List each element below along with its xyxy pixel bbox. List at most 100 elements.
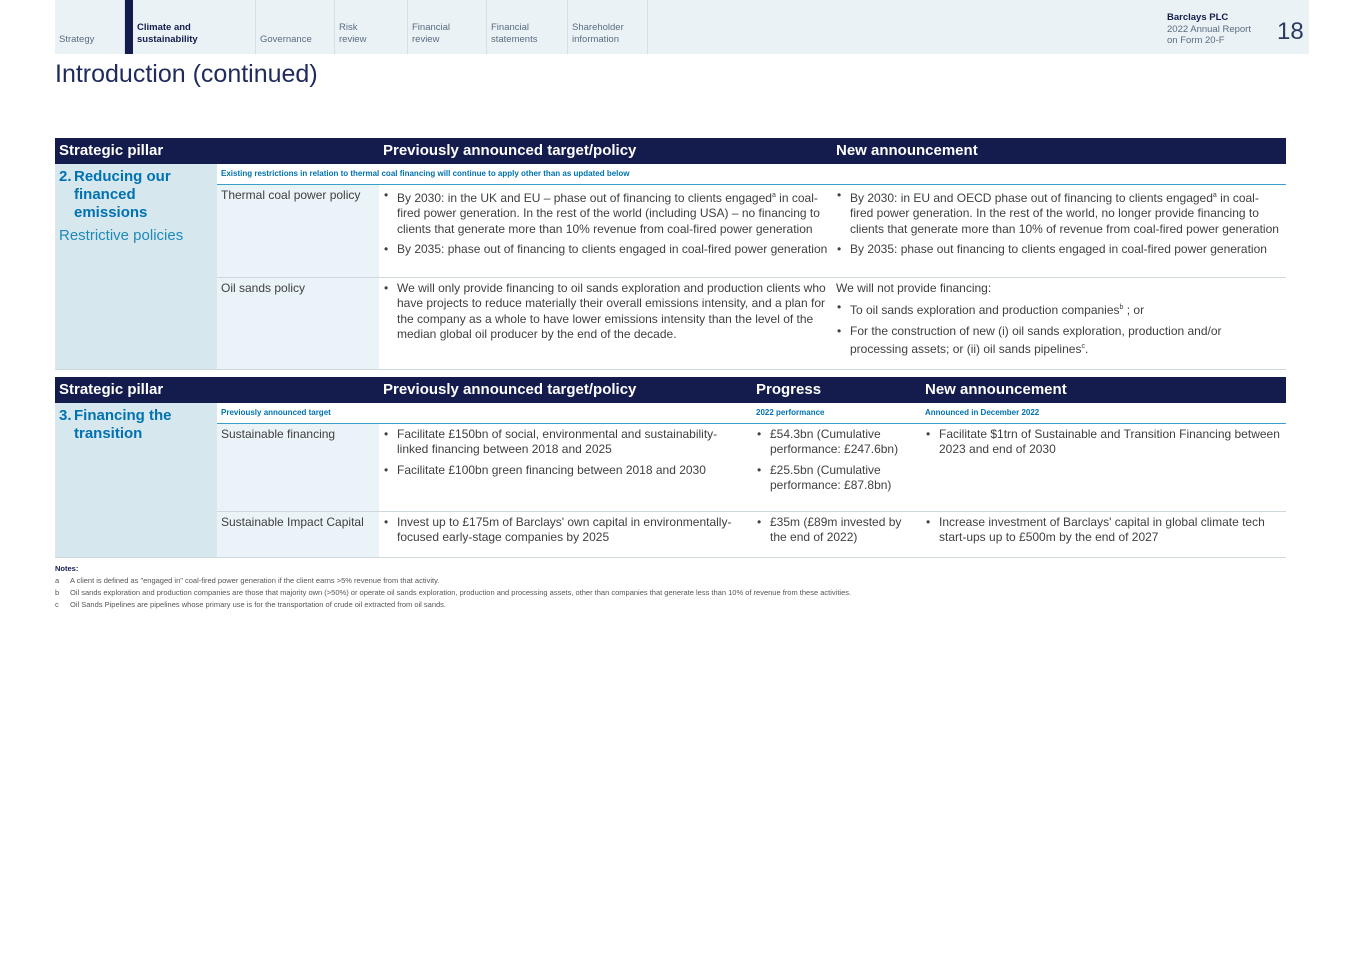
note-item: c Oil Sands Pipelines are pipelines whose… — [55, 599, 851, 611]
table-row: Sustainable Impact Capital Invest up to … — [55, 511, 1286, 558]
topic-cell: Sustainable Impact Capital — [217, 511, 379, 558]
header-new: New announcement — [921, 377, 1286, 403]
list-item: £25.5bn (Cumulative performance: £87.8bn… — [756, 463, 917, 494]
new-cell: Facilitate $1trn of Sustainable and Tran… — [921, 423, 1286, 512]
note-item: a A client is defined as "engaged in" coa… — [55, 575, 851, 587]
table-header: Strategic pillar Previously announced ta… — [55, 377, 1286, 403]
table-subheader: Previously announced target — [217, 403, 752, 424]
text: ; or — [1123, 303, 1145, 317]
section-nav: Strategy Climate and sustainability Gove… — [55, 0, 1309, 54]
list-item: Facilitate £100bn green financing betwee… — [383, 463, 748, 479]
table-row: Sustainable financing Facilitate £150bn … — [55, 423, 1286, 512]
report-form: on Form 20-F — [1167, 35, 1225, 46]
text: in coal-fired power generation. In the r… — [397, 190, 820, 236]
list-item: For the construction of new (i) oil sand… — [836, 324, 1282, 358]
notes-title: Notes: — [55, 564, 79, 573]
table-row: Oil sands policy We will only provide fi… — [55, 277, 1286, 370]
company-name: Barclays PLC — [1167, 12, 1229, 23]
page-number: 18 — [1277, 18, 1304, 45]
header-previous: Previously announced target/policy — [379, 138, 832, 164]
note-text: Oil Sands Pipelines are pipelines whose … — [70, 600, 447, 609]
text: By 2030: in EU and OECD phase out of fin… — [850, 190, 1213, 205]
tab-label: Financial statements — [491, 22, 538, 45]
restrictive-policies-table: Strategic pillar Previously announced ta… — [55, 138, 1286, 370]
tab-risk-review[interactable]: Risk review — [335, 0, 408, 54]
note-item: b Oil sands exploration and production co… — [55, 587, 851, 599]
table-row: Thermal coal power policy By 2030: in th… — [55, 184, 1286, 278]
pillar-cell: 3. Financing the transition — [55, 403, 217, 558]
text: . — [1084, 342, 1089, 356]
previous-cell: By 2030: in the UK and EU – phase out of… — [379, 184, 832, 278]
list-item: Invest up to £175m of Barclays' own capi… — [383, 515, 748, 546]
text: in coal-fired power generation. In the r… — [850, 190, 1279, 236]
report-name: 2022 Annual Report — [1167, 23, 1251, 35]
tab-financial-review[interactable]: Financial review — [408, 0, 487, 54]
tab-shareholder-information[interactable]: Shareholder information — [568, 0, 648, 54]
pillar-title-1: Financing the — [74, 407, 172, 424]
page-title: Introduction (continued) — [55, 60, 318, 88]
new-cell: We will not provide financing: To oil sa… — [832, 277, 1286, 370]
header-strategic-pillar: Strategic pillar — [55, 138, 217, 164]
topic-cell: Thermal coal power policy — [217, 184, 379, 278]
footnote-ref[interactable]: a — [1212, 191, 1217, 199]
list-item: Increase investment of Barclays' capital… — [925, 515, 1282, 546]
new-intro: We will not provide financing: — [836, 280, 992, 295]
list-item: By 2030: in EU and OECD phase out of fin… — [836, 188, 1282, 238]
progress-cell: £54.3bn (Cumulative performance: £247.6b… — [752, 423, 921, 512]
list-item: To oil sands exploration and production … — [836, 300, 1282, 319]
list-item: £54.3bn (Cumulative performance: £247.6b… — [756, 427, 917, 458]
header-blank — [217, 377, 379, 403]
list-item: £35m (£89m invested by the end of 2022) — [756, 515, 917, 546]
tab-governance[interactable]: Governance — [256, 0, 335, 54]
previous-cell: Facilitate £150bn of social, environment… — [379, 423, 752, 512]
list-item: By 2030: in the UK and EU – phase out of… — [383, 188, 828, 238]
pillar-number: 2. — [59, 168, 72, 185]
note-key: c — [55, 600, 59, 609]
note-text: Oil sands exploration and production com… — [70, 588, 852, 597]
text: To oil sands exploration and production … — [850, 303, 1120, 317]
list-item: Facilitate £150bn of social, environment… — [383, 427, 748, 458]
header-new: New announcement — [832, 138, 1286, 164]
list-item: Facilitate $1trn of Sustainable and Tran… — [925, 427, 1282, 458]
previous-cell: We will only provide financing to oil sa… — [379, 277, 832, 370]
tab-climate-and-sustainability[interactable]: Climate and sustainability — [125, 0, 256, 54]
tab-strategy[interactable]: Strategy — [55, 0, 125, 54]
tab-label: Risk review — [339, 22, 367, 45]
note-key: b — [55, 588, 60, 597]
list-item: By 2035: phase out financing to clients … — [836, 242, 1282, 258]
footnote-ref[interactable]: a — [771, 191, 776, 199]
table-subheader: Existing restrictions in relation to the… — [217, 164, 1286, 185]
footnote-ref[interactable]: b — [1119, 304, 1124, 311]
header-strategic-pillar: Strategic pillar — [55, 377, 217, 403]
list-item: We will only provide financing to oil sa… — [383, 281, 828, 343]
tab-label: Financial review — [412, 22, 451, 45]
tab-label: Shareholder information — [572, 22, 624, 45]
pillar-number: 3. — [59, 407, 72, 424]
financing-transition-table: Strategic pillar Previously announced ta… — [55, 377, 1286, 558]
header-progress: Progress — [752, 377, 921, 403]
list-item: By 2035: phase out of financing to clien… — [383, 242, 828, 258]
pillar-title-1: Reducing our — [74, 168, 171, 185]
text: By 2030: in the UK and EU – phase out of… — [397, 190, 772, 205]
table-subheader: Announced in December 2022 — [921, 403, 1286, 424]
header-previous: Previously announced target/policy — [379, 377, 752, 403]
pillar-title-2: financed emissions — [74, 186, 148, 221]
tab-financial-statements[interactable]: Financial statements — [487, 0, 568, 54]
topic-cell: Oil sands policy — [217, 277, 379, 370]
header-blank — [217, 138, 379, 164]
previous-cell: Invest up to £175m of Barclays' own capi… — [379, 511, 752, 558]
progress-cell: £35m (£89m invested by the end of 2022) — [752, 511, 921, 558]
pillar-subtitle: Restrictive policies — [59, 227, 184, 244]
table-subheader: 2022 performance — [752, 403, 921, 424]
pillar-cell: 2. Reducing our financed emissions Restri… — [55, 164, 217, 370]
table-header: Strategic pillar Previously announced ta… — [55, 138, 1286, 164]
pillar-title-2: transition — [74, 425, 143, 442]
new-cell: By 2030: in EU and OECD phase out of fin… — [832, 184, 1286, 278]
text: For the construction of new (i) oil sand… — [850, 323, 1222, 357]
new-cell: Increase investment of Barclays' capital… — [921, 511, 1286, 558]
footnote-ref[interactable]: c — [1081, 343, 1085, 350]
notes: Notes: a A client is defined as "engaged … — [55, 563, 851, 611]
note-key: a — [55, 576, 60, 585]
topic-cell: Sustainable financing — [217, 423, 379, 512]
note-text: A client is defined as "engaged in" coal… — [70, 576, 440, 585]
